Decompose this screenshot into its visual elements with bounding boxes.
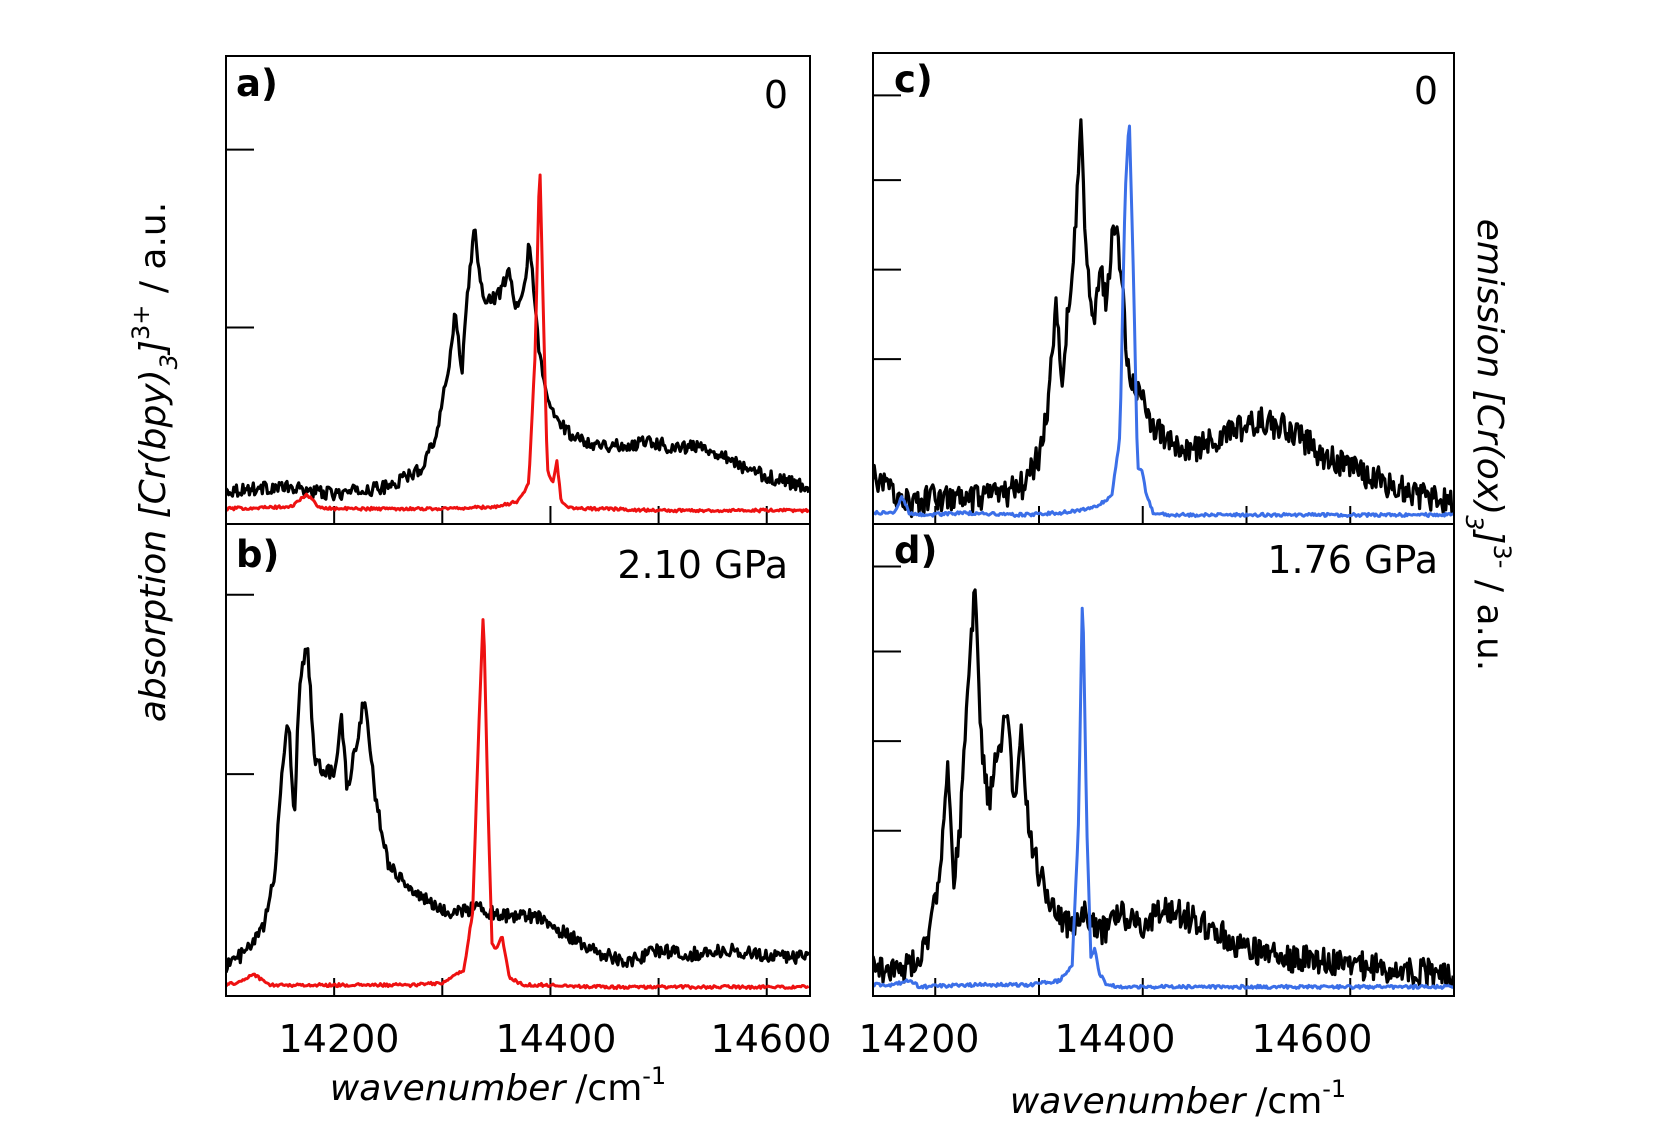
panel-c [872,52,1455,525]
panel-a-label: a) [236,62,278,105]
panel-c-series-black-line [874,118,1453,519]
xlabel-right-unit: /cm [1255,1081,1322,1122]
ylabel-left: absorption [Cr(bpy)3]3+ / a.u. [127,202,183,722]
panel-a-series-colored-line [227,173,809,514]
panel-a [225,55,811,525]
ylabel-left-prefix: absorption [ [133,502,174,722]
panel-a-series-black-line [227,228,809,502]
panel-d-label: d) [894,529,937,572]
ylabel-left-sub: 3 [155,354,183,369]
xlabel-right-name: wavenumber [1010,1081,1248,1122]
xtick-label-b-14200: 14200 [279,1017,400,1061]
ylabel-left-formula: Cr(bpy) [133,369,174,504]
xlabel-left-exp: -1 [642,1062,666,1090]
panel-a-pressure: 0 [764,73,788,117]
panel-d-pressure: 1.76 GPa [1267,538,1438,582]
xlabel-left-name: wavenumber [330,1068,568,1109]
xlabel-left-unit: /cm [575,1068,642,1109]
ylabel-right: emission [Cr(ox)3]3- / a.u. [1460,219,1516,671]
panel-d [872,523,1455,997]
panel-c-label: c) [894,58,933,101]
panel-b-pressure: 2.10 GPa [617,543,788,587]
panel-d-series-colored-line [874,606,1453,990]
panel-d-frame [872,523,1455,997]
ylabel-left-close: ] [133,340,174,356]
xlabel-right: wavenumber/cm-1 [1010,1075,1346,1122]
xtick-label-b-14600: 14600 [711,1017,832,1061]
ylabel-right-sup: 3- [1488,545,1516,569]
panel-d-series-black-line [874,588,1453,989]
panel-c-series-colored-line [874,124,1453,518]
ylabel-right-suffix: / a.u. [1469,568,1510,671]
panel-c-frame [872,52,1455,525]
ylabel-right-formula: Cr(ox) [1469,404,1510,515]
xlabel-left: wavenumber/cm-1 [330,1062,666,1109]
panel-b-label: b) [236,533,279,576]
panel-b [225,523,811,997]
panel-b-series-colored-line [227,618,809,990]
ylabel-left-suffix: / a.u. [133,202,174,305]
xtick-label-d-14600: 14600 [1252,1017,1373,1061]
xtick-label-b-14400: 14400 [496,1017,617,1061]
ylabel-right-sub: 3 [1460,515,1488,530]
xtick-label-d-14400: 14400 [1055,1017,1176,1061]
panel-b-series-black-line [227,647,809,974]
xtick-label-d-14200: 14200 [859,1017,980,1061]
ylabel-right-close: ] [1469,528,1510,544]
ylabel-right-prefix: emission [ [1469,219,1510,406]
panel-b-frame [225,523,811,997]
panel-c-pressure: 0 [1414,69,1438,113]
ylabel-left-sup: 3+ [127,305,155,340]
xlabel-right-exp: -1 [1322,1075,1346,1103]
